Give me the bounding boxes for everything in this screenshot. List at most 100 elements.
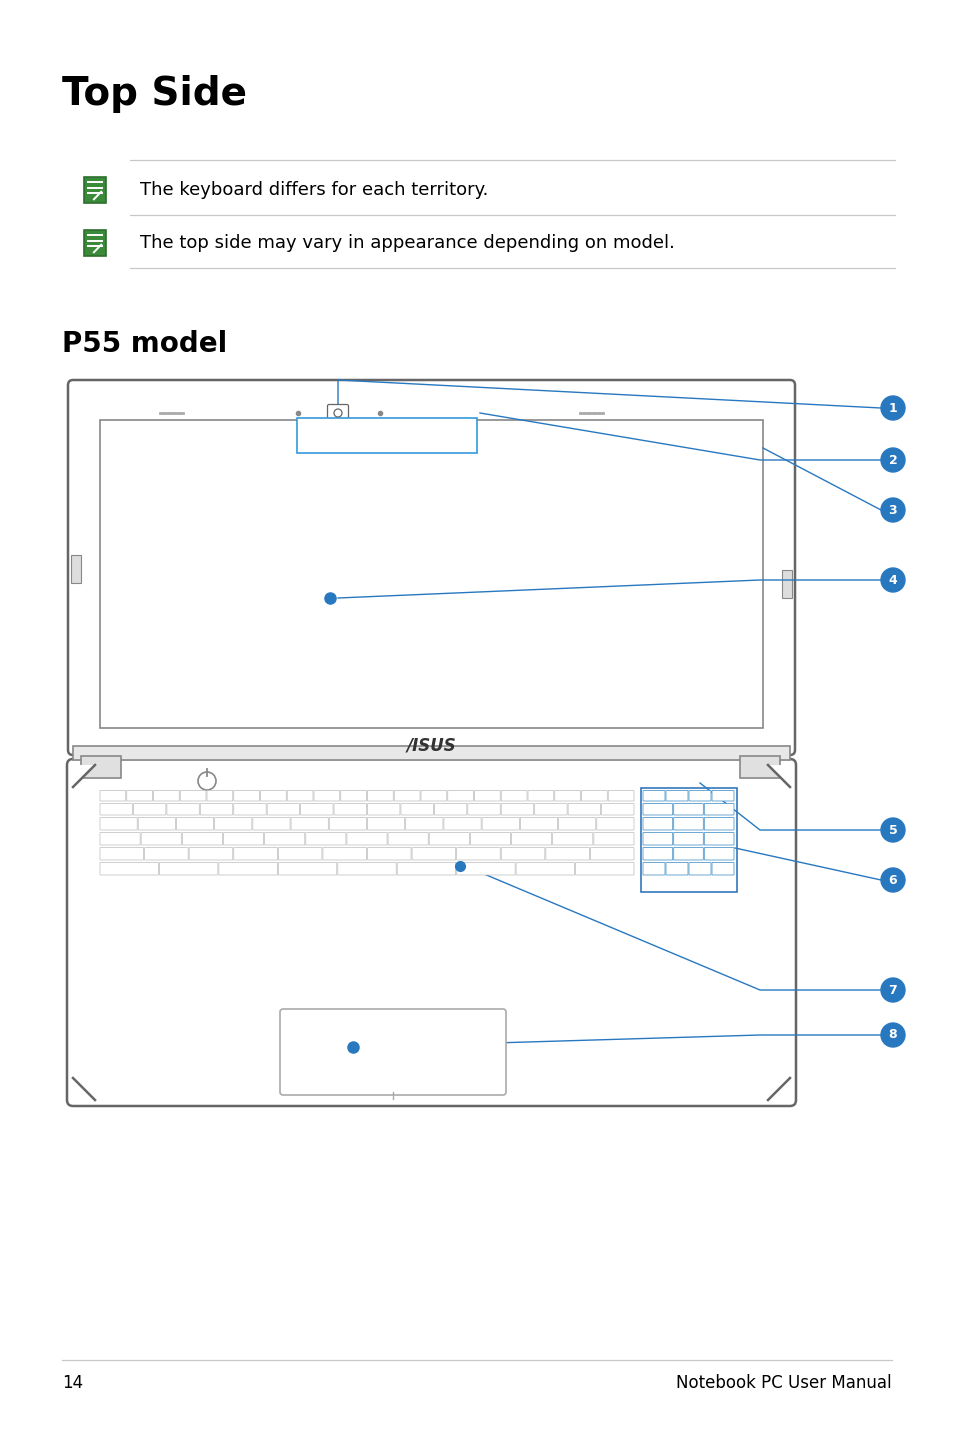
FancyBboxPatch shape [167,804,199,815]
FancyBboxPatch shape [267,804,299,815]
FancyBboxPatch shape [500,847,544,860]
FancyBboxPatch shape [394,791,419,801]
FancyBboxPatch shape [642,863,664,874]
FancyBboxPatch shape [642,804,672,815]
FancyBboxPatch shape [189,847,233,860]
FancyBboxPatch shape [84,177,106,203]
FancyBboxPatch shape [81,756,121,778]
FancyBboxPatch shape [575,863,634,874]
Text: Top Side: Top Side [62,75,247,114]
FancyBboxPatch shape [711,791,733,801]
FancyBboxPatch shape [334,804,366,815]
Text: 5: 5 [887,824,897,837]
FancyBboxPatch shape [253,817,290,830]
FancyBboxPatch shape [141,833,181,846]
FancyBboxPatch shape [500,804,533,815]
Text: /ISUS: /ISUS [406,736,456,754]
FancyBboxPatch shape [367,847,411,860]
FancyBboxPatch shape [280,1009,505,1094]
FancyBboxPatch shape [233,791,259,801]
Polygon shape [767,1078,789,1100]
FancyBboxPatch shape [447,791,473,801]
FancyBboxPatch shape [642,847,672,860]
FancyBboxPatch shape [287,791,313,801]
FancyBboxPatch shape [443,817,480,830]
FancyBboxPatch shape [412,847,456,860]
FancyBboxPatch shape [367,804,399,815]
FancyBboxPatch shape [100,804,132,815]
Text: 14: 14 [62,1373,83,1392]
FancyBboxPatch shape [327,404,348,421]
FancyBboxPatch shape [127,791,152,801]
FancyBboxPatch shape [200,804,233,815]
FancyBboxPatch shape [581,791,607,801]
Text: 7: 7 [887,984,897,997]
FancyBboxPatch shape [688,863,710,874]
FancyBboxPatch shape [145,847,188,860]
FancyBboxPatch shape [597,817,634,830]
FancyBboxPatch shape [711,863,733,874]
FancyBboxPatch shape [291,817,328,830]
Circle shape [880,498,904,522]
FancyBboxPatch shape [429,833,469,846]
FancyBboxPatch shape [456,863,515,874]
FancyBboxPatch shape [527,791,553,801]
Text: 8: 8 [888,1028,897,1041]
FancyBboxPatch shape [100,420,762,728]
FancyBboxPatch shape [673,804,702,815]
Text: The keyboard differs for each territory.: The keyboard differs for each territory. [140,181,488,198]
FancyBboxPatch shape [296,418,476,453]
FancyBboxPatch shape [159,863,217,874]
FancyBboxPatch shape [519,817,557,830]
FancyBboxPatch shape [153,791,179,801]
FancyBboxPatch shape [534,804,566,815]
FancyBboxPatch shape [278,863,336,874]
FancyBboxPatch shape [207,791,233,801]
Circle shape [880,449,904,472]
FancyBboxPatch shape [264,833,304,846]
FancyBboxPatch shape [337,863,395,874]
FancyBboxPatch shape [500,791,526,801]
FancyBboxPatch shape [642,817,672,830]
FancyBboxPatch shape [180,791,206,801]
FancyBboxPatch shape [218,863,277,874]
Text: P55 model: P55 model [62,329,227,358]
Circle shape [880,869,904,892]
FancyBboxPatch shape [673,817,702,830]
FancyBboxPatch shape [223,833,263,846]
FancyBboxPatch shape [138,817,175,830]
Polygon shape [73,1078,95,1100]
FancyBboxPatch shape [703,817,733,830]
FancyBboxPatch shape [642,833,672,846]
FancyBboxPatch shape [673,833,702,846]
FancyBboxPatch shape [322,847,366,860]
FancyBboxPatch shape [100,817,137,830]
Text: 2: 2 [887,453,897,466]
FancyBboxPatch shape [703,804,733,815]
Circle shape [880,1022,904,1047]
FancyBboxPatch shape [73,746,789,761]
FancyBboxPatch shape [481,817,518,830]
FancyBboxPatch shape [568,804,600,815]
FancyBboxPatch shape [467,804,499,815]
FancyBboxPatch shape [642,791,664,801]
FancyBboxPatch shape [545,847,589,860]
FancyBboxPatch shape [388,833,428,846]
FancyBboxPatch shape [233,847,277,860]
FancyBboxPatch shape [558,817,596,830]
FancyBboxPatch shape [400,804,433,815]
FancyBboxPatch shape [665,863,687,874]
FancyBboxPatch shape [665,791,687,801]
Circle shape [880,568,904,592]
FancyBboxPatch shape [100,863,158,874]
FancyBboxPatch shape [260,791,286,801]
FancyBboxPatch shape [703,833,733,846]
Text: 3: 3 [888,503,897,516]
FancyBboxPatch shape [703,847,733,860]
FancyBboxPatch shape [781,569,791,598]
FancyBboxPatch shape [347,833,387,846]
FancyBboxPatch shape [306,833,346,846]
FancyBboxPatch shape [100,847,144,860]
FancyBboxPatch shape [300,804,333,815]
FancyBboxPatch shape [314,791,339,801]
